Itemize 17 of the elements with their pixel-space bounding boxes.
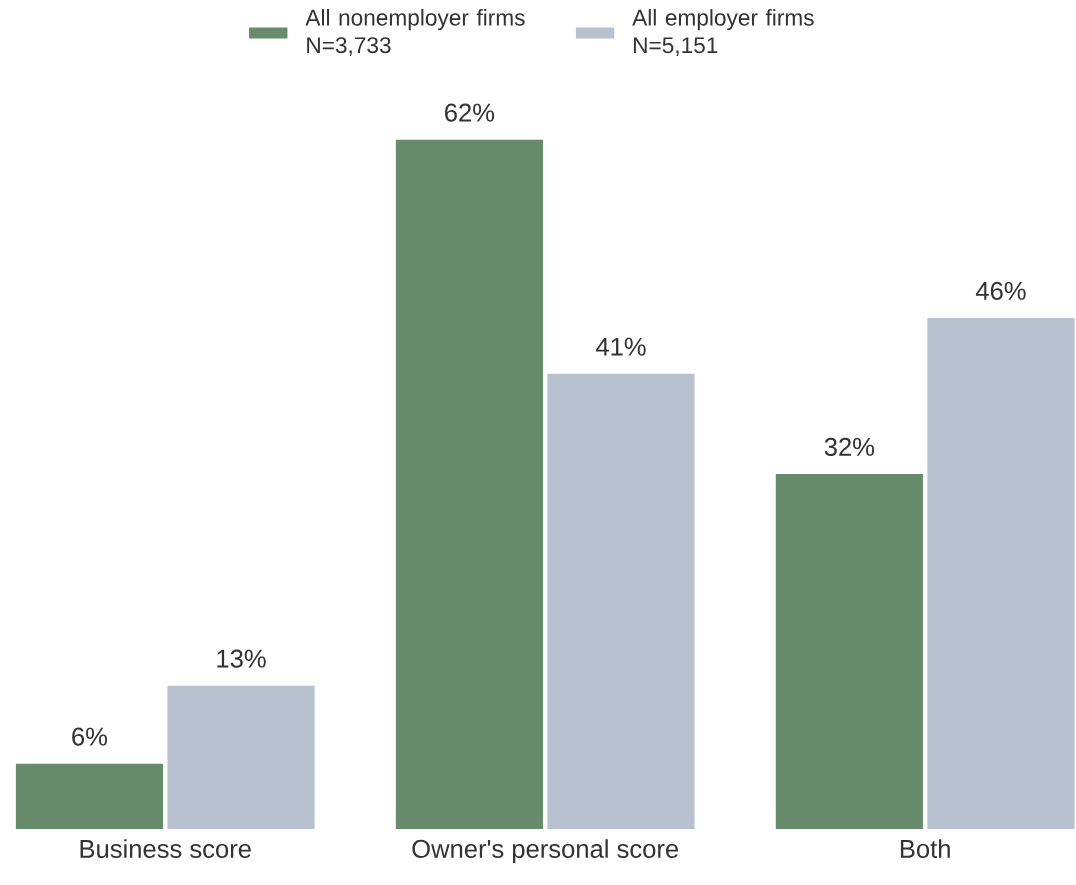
data-label: 46%: [975, 281, 1026, 300]
legend-label: All nonemployer firms N=3,733: [305, 9, 525, 56]
x-tick-label: Both: [900, 839, 950, 859]
bar: [14, 762, 165, 831]
bar: [165, 684, 317, 831]
data-label: 13%: [217, 649, 266, 668]
bar: [394, 138, 545, 831]
x-tick-label: Business score: [80, 839, 251, 859]
bar: [545, 372, 697, 831]
bar: [774, 472, 925, 831]
data-label: 62%: [445, 103, 495, 122]
x-tick-label: Owner's personal score: [412, 839, 679, 864]
data-label: 41%: [595, 337, 646, 356]
data-label: 32%: [824, 437, 875, 456]
data-label: 6%: [72, 727, 108, 746]
bar: [925, 316, 1076, 831]
legend-label: All employer firms N=5,151: [632, 9, 814, 56]
